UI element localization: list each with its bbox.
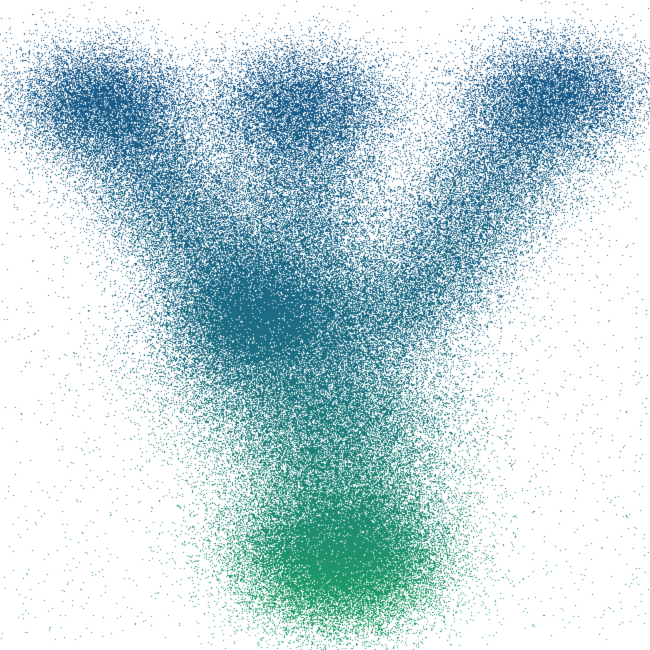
point-cloud-figure — [0, 0, 650, 650]
y-shaped-point-cloud — [0, 0, 650, 650]
